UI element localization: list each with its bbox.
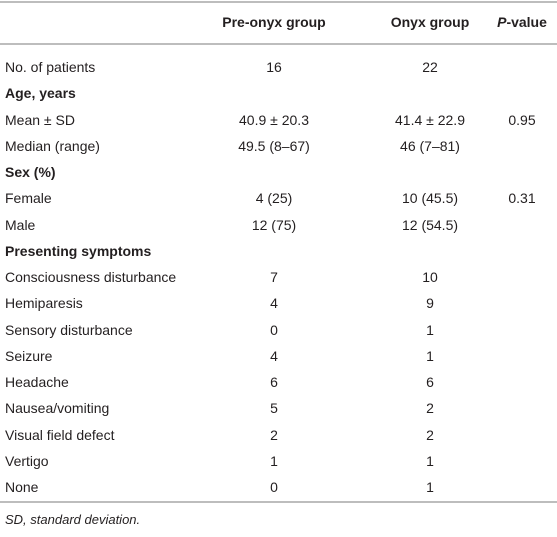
- header-rule: [0, 43, 557, 45]
- row-label: Hemiparesis: [5, 295, 83, 312]
- row-label: No. of patients: [5, 59, 96, 75]
- onyx-cell: 6: [426, 374, 434, 390]
- row-label: Nausea/vomiting: [5, 400, 110, 417]
- header-pre: Pre-onyx group: [222, 14, 326, 30]
- header-onyx: Onyx group: [390, 14, 470, 30]
- onyx-cell: 10 (45.5): [401, 190, 459, 207]
- pre-onyx-cell: 4: [270, 347, 278, 364]
- onyx-cell: 9: [426, 295, 434, 312]
- bottom-rule: [0, 501, 557, 503]
- row-label: Visual field defect: [5, 426, 115, 443]
- row-label: Median (range): [5, 137, 100, 154]
- row-label: Mean ± SD: [5, 111, 75, 128]
- row-label: Consciousness disturbance: [5, 269, 177, 285]
- pre-onyx-cell: 40.9 ± 20.3: [239, 111, 309, 128]
- pre-onyx-cell: 7: [270, 269, 278, 285]
- pre-onyx-cell: 5: [270, 400, 278, 417]
- row-label: Sensory disturbance: [5, 321, 133, 338]
- onyx-cell: 1: [426, 479, 434, 495]
- row-label: Male: [5, 216, 36, 233]
- onyx-cell: 1: [426, 321, 434, 338]
- row-label: Headache: [5, 374, 69, 390]
- pre-onyx-cell: 2: [270, 426, 278, 443]
- header-p-italic: P: [497, 14, 507, 30]
- onyx-cell: 2: [426, 426, 434, 443]
- onyx-cell: 2: [426, 400, 434, 417]
- p-value-cell: 0.31: [508, 190, 536, 207]
- onyx-cell: 1: [426, 452, 434, 469]
- row-label: None: [5, 479, 39, 495]
- header-p: P-value: [497, 13, 547, 31]
- onyx-cell: 1: [426, 347, 434, 364]
- row-label: Seizure: [5, 347, 53, 364]
- top-rule: [0, 1, 557, 3]
- row-label: Female: [5, 190, 52, 207]
- row-label: Vertigo: [5, 452, 49, 469]
- pre-onyx-cell: 6: [270, 374, 278, 390]
- pre-onyx-cell: 4: [270, 295, 278, 312]
- onyx-cell: 46 (7–81): [400, 137, 460, 154]
- footnote: SD, standard deviation.: [5, 512, 141, 527]
- onyx-cell: 12 (54.5): [401, 216, 459, 233]
- header-p-rest: -value: [506, 14, 547, 30]
- pre-onyx-cell: 0: [270, 321, 278, 338]
- p-value-cell: 0.95: [508, 111, 536, 128]
- pre-onyx-cell: 0: [270, 479, 278, 495]
- pre-onyx-cell: 16: [266, 59, 282, 75]
- section-heading: Presenting symptoms: [5, 242, 152, 259]
- onyx-cell: 10: [422, 269, 438, 285]
- section-heading: Age, years: [5, 85, 76, 102]
- pre-onyx-cell: 12 (75): [251, 216, 297, 233]
- onyx-cell: 41.4 ± 22.9: [395, 111, 465, 128]
- section-heading: Sex (%): [5, 164, 56, 180]
- pre-onyx-cell: 4 (25): [255, 190, 293, 207]
- pre-onyx-cell: 1: [270, 452, 278, 469]
- pre-onyx-cell: 49.5 (8–67): [238, 137, 310, 154]
- onyx-cell: 22: [422, 59, 438, 75]
